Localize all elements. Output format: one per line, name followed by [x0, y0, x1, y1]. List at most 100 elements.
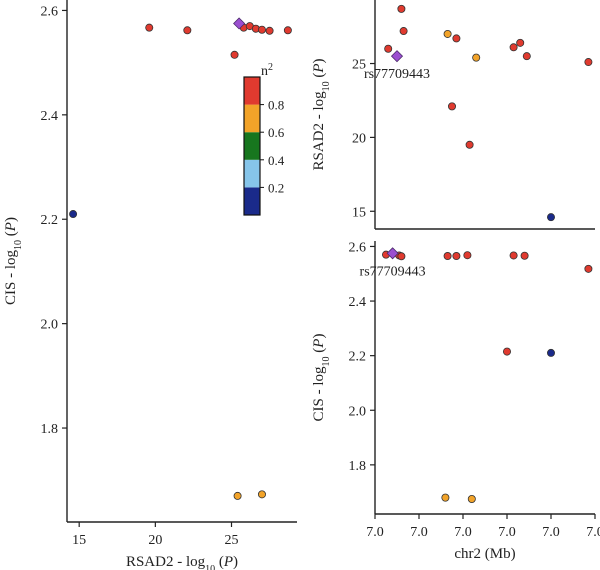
legend-frame [243, 76, 261, 216]
data-point [441, 493, 450, 502]
legend-band [244, 159, 260, 188]
legend-band [244, 132, 260, 160]
data-point [509, 251, 518, 260]
x-tick-label: 20 [148, 533, 162, 548]
legend-title-sup: 2 [268, 62, 273, 73]
y-axis-title-tail-open: ( [311, 348, 327, 357]
data-point [443, 29, 452, 38]
data-point [257, 25, 266, 34]
x-tick-label: 7.0 [542, 525, 560, 540]
panel-bottom-right: 1.8 2.0 2.2 2.4 2.6 7.0 7.0 7.0 7.0 7.0 7.0 CIS - l… [311, 240, 600, 562]
y-axis-title-tail-var: P [311, 63, 327, 73]
lead-snp-label: rs77709443 [360, 264, 426, 279]
data-point [467, 494, 476, 503]
data-point [547, 348, 556, 357]
data-point [516, 38, 525, 47]
y-tick-label: 2.4 [41, 109, 59, 124]
y-axis-title-tail-close: ) [311, 334, 327, 339]
data-point [384, 44, 393, 53]
legend-tick-label: 0.8 [268, 98, 284, 113]
x-axis-title: chr2 (Mb) [454, 546, 515, 562]
y-tick-label: 2.6 [349, 240, 367, 255]
data-point [452, 252, 461, 261]
y-axis-title-tail-open: ( [311, 73, 327, 82]
data-point [522, 52, 531, 61]
lead-snp-marker [386, 247, 399, 260]
y-tick-label: 15 [352, 205, 366, 220]
legend-band [244, 187, 260, 215]
x-axis-title-main: RSAD2 - log [126, 554, 206, 570]
data-point [257, 490, 266, 499]
y-tick-label: 2.0 [349, 404, 367, 419]
data-point [230, 50, 239, 59]
data-point [397, 252, 406, 261]
x-tick-label: 25 [225, 533, 239, 548]
data-point [584, 264, 593, 273]
data-point [183, 26, 192, 35]
legend-tick-label: 0.4 [268, 153, 285, 168]
x-axis-title-tail-close: ) [233, 554, 238, 570]
y-axis-title-sub: 10 [13, 240, 24, 250]
y-tick-label: 2.2 [41, 213, 59, 228]
lead-snp-label: rs77709443 [364, 67, 430, 82]
y-tick-label: 25 [352, 58, 366, 73]
x-tick-label: 7.0 [586, 525, 600, 540]
y-axis-title-tail-close: ) [3, 217, 19, 222]
r2-legend: 0.2 0.4 0.6 0.8 n2 [243, 62, 285, 216]
data-point [584, 58, 593, 67]
y-tick-label: 2.4 [349, 295, 367, 310]
data-point [283, 26, 292, 35]
data-point [145, 23, 154, 32]
data-point [397, 4, 406, 13]
legend-title: n2 [261, 62, 273, 80]
y-axis-title-tail-close: ) [311, 58, 327, 63]
y-tick-label: 20 [352, 131, 366, 146]
x-axis-title-tail-open: ( [215, 554, 224, 570]
data-point [463, 251, 472, 260]
data-point [399, 27, 408, 36]
y-axis-title: CIS - log10 (P) [311, 334, 332, 422]
legend-band [244, 104, 260, 133]
data-point [547, 213, 556, 222]
data-point [502, 347, 511, 356]
legend-tick-label: 0.6 [268, 125, 285, 140]
data-point [447, 102, 456, 111]
x-tick-label: 7.0 [410, 525, 428, 540]
data-point [233, 491, 242, 500]
panel-top-right: 15 20 25 RSAD2 - log10 (P) rs77709443 [311, 0, 595, 230]
data-point [443, 252, 452, 261]
x-tick-label: 15 [72, 533, 86, 548]
y-axis-title-sub: 10 [321, 81, 332, 91]
data-point [265, 26, 274, 35]
data-point [472, 53, 481, 62]
data-point [69, 210, 78, 219]
x-tick-label: 7.0 [366, 525, 384, 540]
x-axis-title-sub: 10 [205, 564, 215, 570]
y-axis-title: CIS - log10 (P) [3, 217, 24, 305]
y-axis-title-main: CIS - log [3, 249, 19, 305]
x-axis-title: RSAD2 - log10 (P) [126, 554, 238, 570]
y-axis-title: RSAD2 - log10 (P) [311, 58, 332, 170]
x-axis-title-main: chr2 (Mb) [454, 546, 515, 562]
y-tick-label: 1.8 [41, 422, 59, 437]
y-axis-title-sub: 10 [321, 356, 332, 366]
y-tick-label: 1.8 [349, 459, 367, 474]
y-axis-title-tail-open: ( [3, 231, 19, 240]
y-tick-label: 2.0 [41, 318, 59, 333]
legend-title-main: n [261, 64, 268, 79]
data-point [509, 43, 518, 52]
y-axis-title-main: CIS - log [311, 366, 327, 422]
data-point [452, 34, 461, 43]
data-point [465, 140, 474, 149]
y-tick-label: 2.6 [41, 4, 59, 19]
x-tick-label: 7.0 [498, 525, 516, 540]
legend-band [244, 77, 260, 105]
y-axis-title-tail-var: P [311, 339, 327, 349]
y-axis-title-main: RSAD2 - log [311, 91, 327, 171]
lead-snp-marker [390, 50, 404, 63]
x-tick-label: 7.0 [454, 525, 472, 540]
y-axis-title-tail-var: P [3, 222, 19, 232]
legend-tick-label: 0.2 [268, 180, 284, 195]
